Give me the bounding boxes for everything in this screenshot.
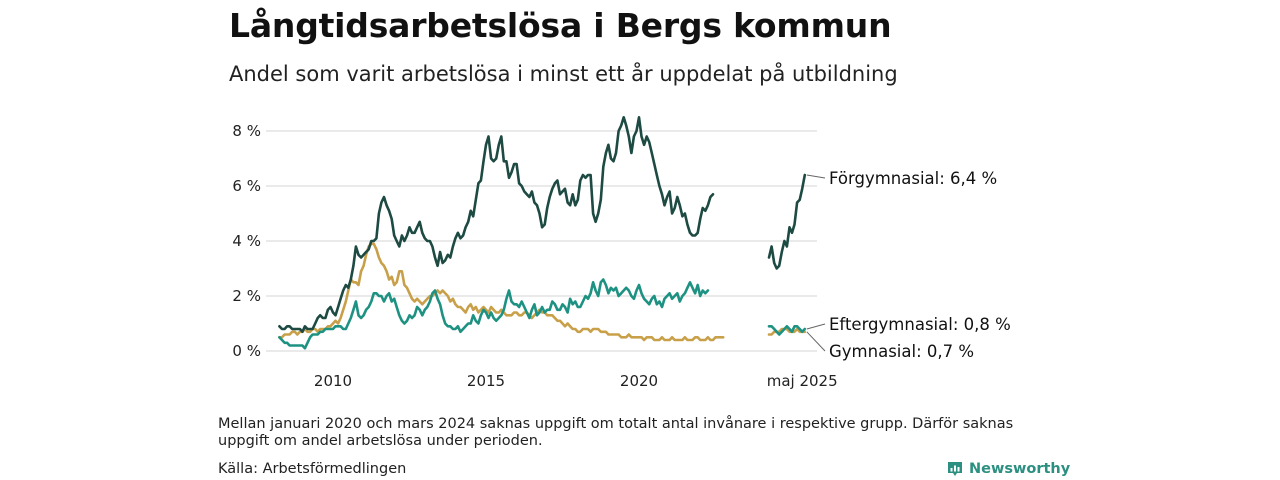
y-tick-label: 6 % (232, 177, 261, 195)
series-lines (278, 116, 807, 350)
label-connector-eftergymnasial (806, 323, 826, 330)
series-line-förgymnasial-1 (278, 116, 715, 334)
source-text: Källa: Arbetsförmedlingen (218, 461, 407, 477)
end-label-förgymnasial: Förgymnasial: 6,4 % (829, 169, 997, 188)
chart-subtitle: Andel som varit arbetslösa i minst ett å… (229, 62, 898, 86)
y-tick-label: 2 % (232, 287, 261, 305)
chart-title: Långtidsarbetslösa i Bergs kommun (229, 6, 892, 45)
y-tick-label: 4 % (232, 232, 261, 250)
x-axis-ticks: 2010 2015 2020 maj 2025 (314, 372, 838, 390)
brand-logo[interactable]: Newsworthy (946, 459, 1070, 479)
end-labels: Förgymnasial: 6,4 % Eftergymnasial: 0,8 %… (806, 169, 1011, 361)
series-line-eftergymnasial-1 (278, 278, 710, 350)
x-tick-label: maj 2025 (767, 372, 838, 390)
x-tick-label: 2010 (314, 372, 352, 390)
end-label-gymnasial: Gymnasial: 0,7 % (829, 342, 974, 361)
brand-name: Newsworthy (969, 461, 1071, 477)
end-label-eftergymnasial: Eftergymnasial: 0,8 % (829, 315, 1011, 334)
label-connector-gymnasial (806, 331, 826, 352)
y-tick-label: 8 % (232, 122, 261, 140)
label-connector-förgymnasial (806, 174, 826, 179)
footnote: Mellan januari 2020 och mars 2024 saknas… (218, 416, 1014, 449)
series-line-eftergymnasial-2 (767, 325, 807, 336)
y-axis-ticks: 0 % 2 % 4 % 6 % 8 % (232, 122, 261, 360)
series-line-gymnasial-1 (278, 242, 725, 342)
y-tick-label: 0 % (232, 342, 261, 360)
series-line-förgymnasial-2 (767, 173, 807, 270)
x-tick-label: 2020 (620, 372, 658, 390)
newsworthy-logo-icon (948, 462, 962, 476)
grid-lines (266, 130, 817, 352)
x-tick-label: 2015 (467, 372, 505, 390)
